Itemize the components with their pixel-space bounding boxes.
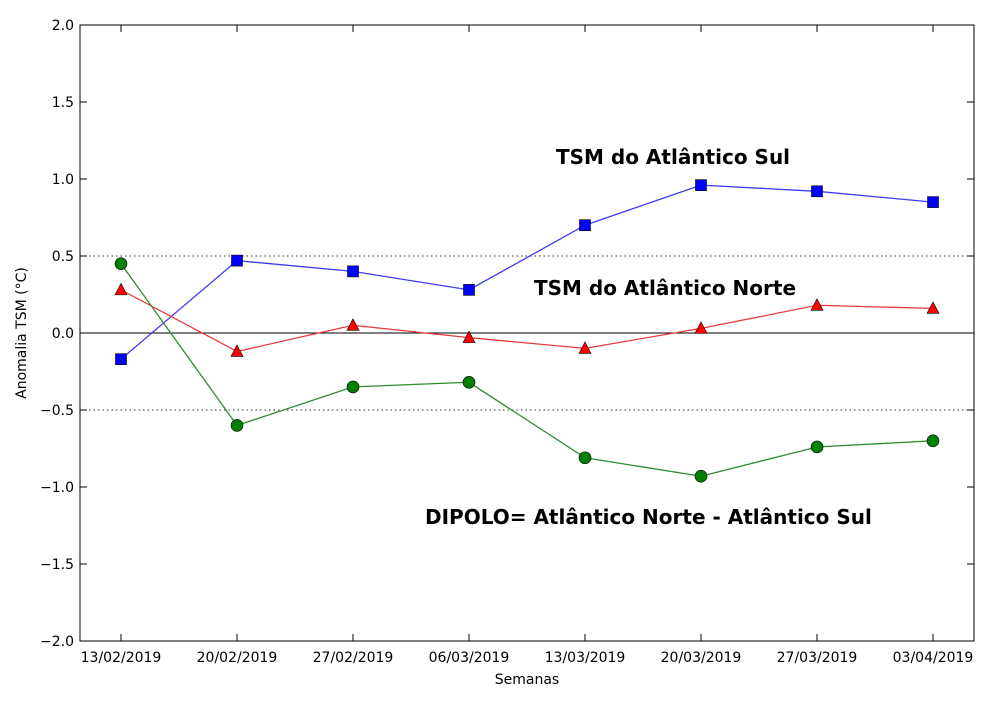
- x-tick-label: 20/03/2019: [661, 650, 742, 666]
- data-point-norte: [114, 282, 128, 296]
- data-point-sul: [579, 219, 591, 231]
- y-axis-label: Anomalia TSM (°C): [14, 267, 30, 399]
- data-point-dipolo: [578, 451, 592, 465]
- data-point-norte: [462, 330, 476, 343]
- y-tick-label: 1.0: [52, 172, 74, 188]
- annotation-dipolo: DIPOLO= Atlântico Norte - Atlântico Sul: [425, 505, 872, 529]
- data-point-norte: [230, 344, 244, 357]
- series-line-1: [120, 289, 934, 353]
- series-line-2: [120, 263, 934, 477]
- data-point-dipolo: [462, 375, 476, 389]
- data-point-dipolo: [346, 380, 360, 394]
- data-point-sul: [231, 254, 243, 267]
- data-point-sul: [811, 185, 823, 198]
- y-tick-label: −1.0: [40, 480, 74, 496]
- x-tick-label: 27/03/2019: [777, 650, 858, 666]
- data-point-sul: [927, 196, 939, 208]
- annotation-atlantico-norte: TSM do Atlântico Norte: [534, 276, 796, 300]
- data-point-sul: [463, 284, 475, 296]
- x-tick-label: 27/02/2019: [313, 650, 394, 666]
- y-tick-label: 1.5: [52, 95, 74, 111]
- data-point-dipolo: [694, 469, 708, 483]
- x-axis-label: Semanas: [495, 672, 559, 688]
- data-point-sul: [347, 265, 359, 278]
- data-point-dipolo: [230, 419, 244, 432]
- data-point-norte: [346, 318, 360, 331]
- data-point-sul: [695, 179, 707, 191]
- y-tick-label: 2.0: [52, 18, 74, 34]
- y-tick-label: 0.5: [52, 249, 74, 265]
- x-tick-label: 03/04/2019: [893, 650, 974, 666]
- y-tick-label: −1.5: [40, 557, 74, 573]
- y-tick-label: −2.0: [40, 634, 74, 650]
- x-tick-label: 20/02/2019: [197, 650, 278, 666]
- annotation-atlantico-sul: TSM do Atlântico Sul: [556, 145, 790, 169]
- data-point-dipolo: [810, 440, 824, 454]
- data-point-sul: [115, 353, 127, 365]
- y-tick-label: 0.0: [52, 326, 74, 342]
- data-point-dipolo: [926, 434, 940, 448]
- x-tick-label: 13/03/2019: [545, 650, 626, 666]
- data-point-norte: [810, 298, 824, 311]
- data-point-dipolo: [114, 257, 128, 271]
- data-point-norte: [578, 341, 592, 354]
- y-tick-label: −0.5: [40, 403, 74, 419]
- series-line-0: [120, 184, 934, 360]
- x-tick-label: 06/03/2019: [429, 650, 510, 666]
- data-point-norte: [926, 301, 940, 314]
- x-tick-label: 13/02/2019: [81, 650, 162, 666]
- data-point-norte: [694, 321, 708, 334]
